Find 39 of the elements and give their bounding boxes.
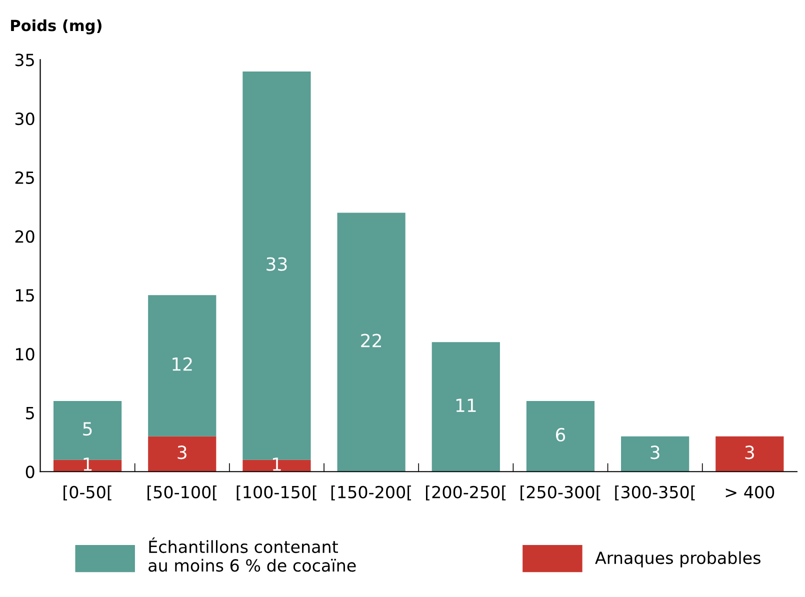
- x-tick-label: [50-100[: [148, 486, 217, 500]
- x-tick-label: [100-150[: [236, 486, 316, 500]
- x-tick-label: [0-50[: [64, 486, 112, 500]
- bar: [716, 436, 784, 472]
- y-tick-label: 35: [15, 54, 34, 66]
- x-tick-label: [300-350[: [615, 486, 695, 500]
- bar: [148, 295, 216, 436]
- bar: [621, 436, 690, 472]
- x-tick-label: [150-200[: [331, 486, 412, 500]
- bar: [242, 460, 311, 472]
- y-tick-label: 0: [26, 466, 34, 478]
- y-tick-label: 30: [15, 112, 34, 126]
- x-tick-label: [200-250[: [426, 486, 506, 500]
- bar: [526, 401, 595, 472]
- bar: [432, 342, 500, 472]
- data-label: 12: [172, 357, 192, 371]
- y-tick-label: 25: [15, 171, 34, 184]
- bar: [53, 460, 122, 472]
- data-label: 3: [745, 446, 754, 460]
- data-label: 6: [556, 428, 566, 442]
- data-label: 22: [361, 334, 381, 348]
- bar: [148, 436, 216, 472]
- data-label: 3: [650, 446, 660, 460]
- legend-label: Échantillons contenant au moins 6 % de cocaïne: [148, 537, 356, 572]
- x-tick-label: [250-300[: [520, 486, 600, 500]
- data-label: 1: [84, 458, 92, 471]
- data-label: 3: [178, 446, 186, 460]
- data-label: 11: [456, 398, 476, 412]
- data-label: 1: [272, 458, 281, 471]
- bar: [337, 212, 406, 472]
- y-axis-title: Poids (mg): [11, 19, 102, 34]
- y-tick-label: 15: [16, 289, 34, 302]
- legend-label: Arnaques probables: [595, 551, 760, 568]
- data-label: 5: [83, 422, 92, 436]
- y-tick-label: 20: [15, 230, 34, 243]
- data-label: 33: [266, 257, 287, 271]
- y-tick-label: 10: [16, 348, 34, 361]
- x-tick-label: > 400: [726, 486, 774, 498]
- y-tick-label: 5: [26, 406, 34, 420]
